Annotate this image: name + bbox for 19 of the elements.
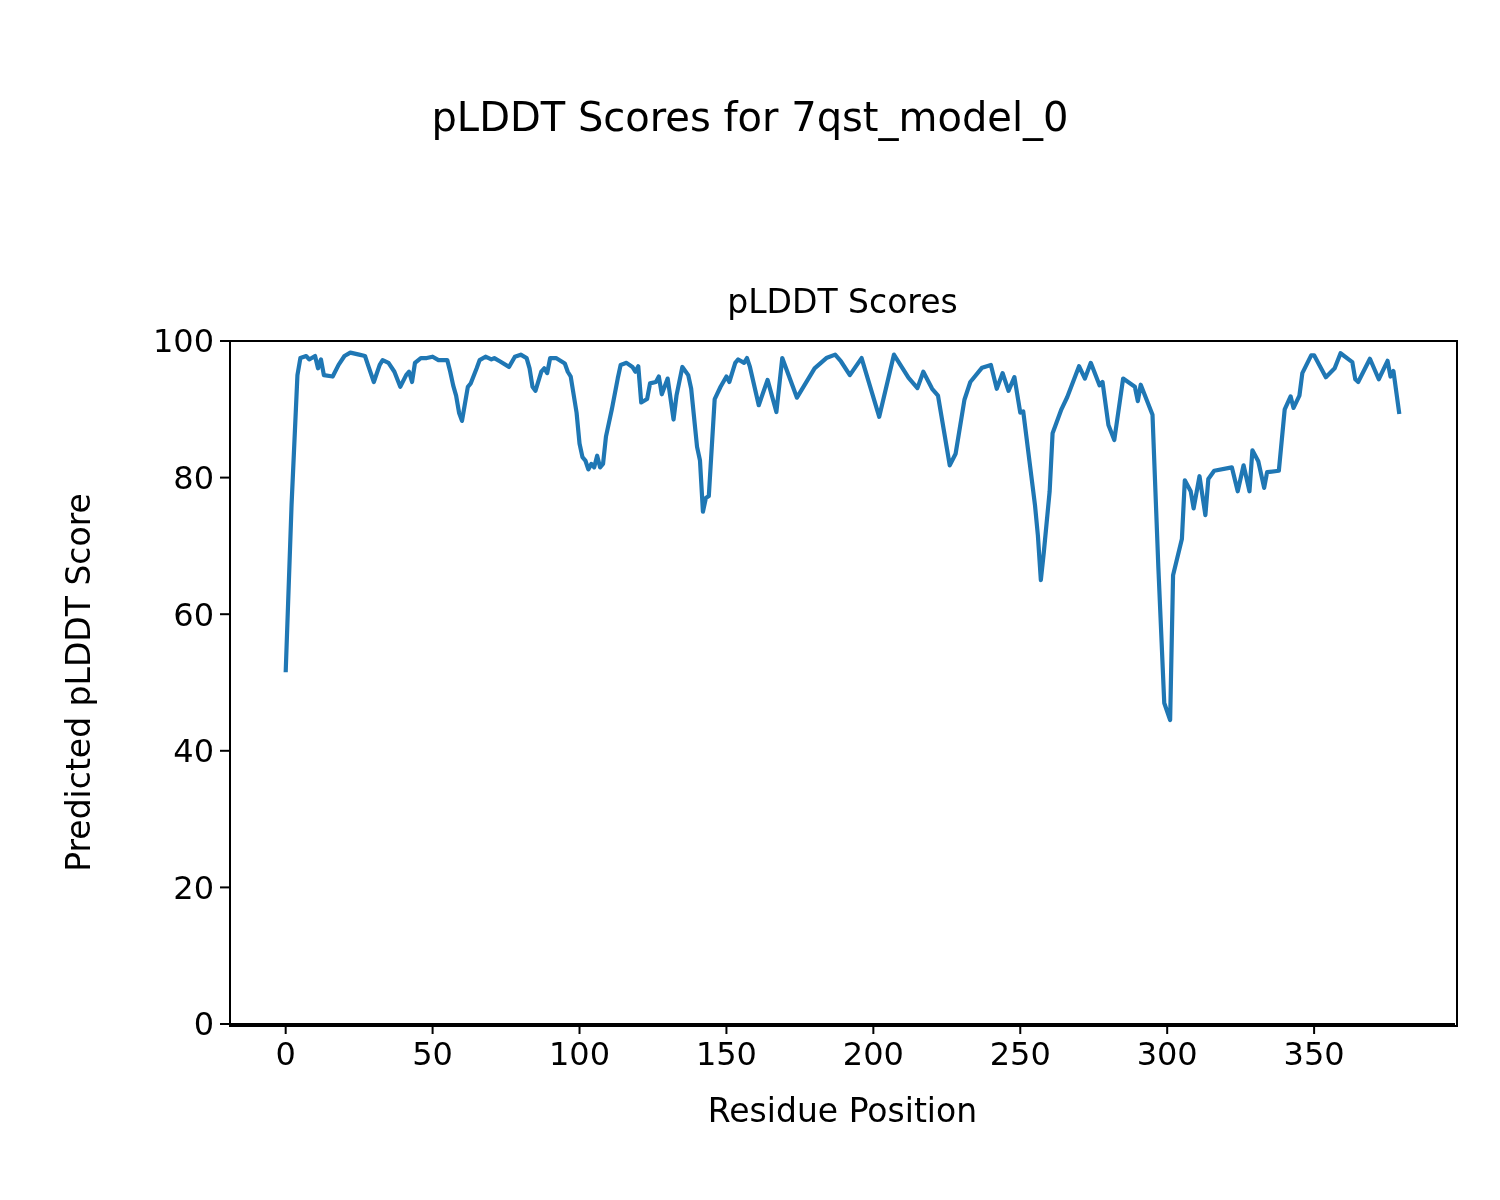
- line-series: [283, 350, 1402, 723]
- x-tick-label: 0: [275, 1034, 296, 1073]
- y-tick-label: 0: [193, 1005, 214, 1044]
- x-axis-title: Residue Position: [707, 1091, 978, 1130]
- y-tick-label: 80: [173, 458, 214, 497]
- x-tick-label: 200: [842, 1034, 904, 1073]
- x-tick-label: 300: [1136, 1034, 1198, 1073]
- x-tick-label: 100: [548, 1034, 611, 1073]
- y-tick-label: 20: [173, 868, 214, 907]
- chart-title: pLDDT Scores for 7qst_model_0: [430, 93, 1070, 142]
- x-tick-label: 250: [989, 1034, 1051, 1073]
- y-axis-title: Predicted pLDDT Score: [58, 493, 98, 872]
- y-tick-label: 40: [173, 732, 214, 771]
- x-tick-label: 150: [695, 1034, 757, 1073]
- x-tick-label: 50: [412, 1034, 453, 1073]
- y-tick-label: 60: [173, 595, 214, 634]
- x-tick-label: 350: [1283, 1034, 1345, 1073]
- chart-subtitle: pLDDT Scores: [726, 282, 959, 322]
- y-tick-label: 100: [152, 322, 214, 361]
